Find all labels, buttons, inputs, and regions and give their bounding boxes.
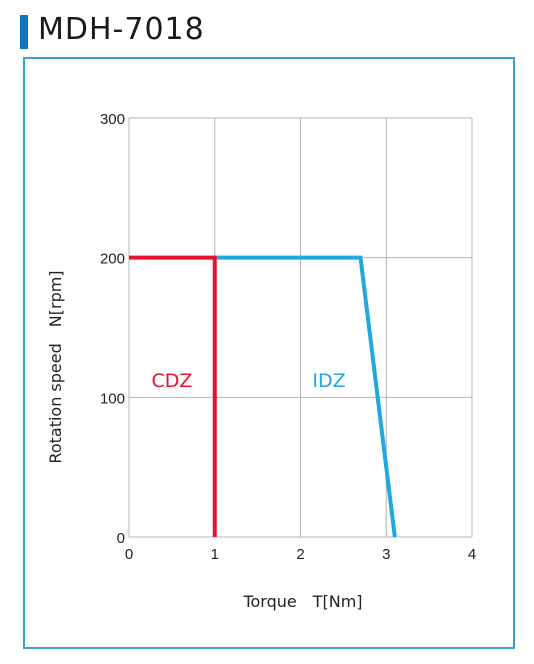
series-label-idz: IDZ [312,370,345,392]
y-axis-label: Rotation speed N[rpm] [46,270,65,463]
series-line-idz [214,255,397,538]
x-tick-label: 1 [211,546,219,563]
page-title: MDH-7018 [38,12,205,47]
chart-grid [128,117,473,538]
x-tick-label: 0 [125,546,133,563]
x-tick-label: 4 [468,546,476,563]
x-axis-label: Torque T[Nm] [242,592,362,611]
series-label-cdz: CDZ [152,370,193,392]
y-tick-label: 300 [100,111,125,128]
y-tick-label: 100 [100,390,125,407]
title-accent-bar [20,15,28,49]
series-line-cdz [129,255,217,537]
x-tick-label: 3 [382,546,390,563]
chart-series [129,255,397,538]
y-tick-label: 0 [117,530,125,547]
y-tick-label: 200 [100,251,125,268]
chart-frame [23,57,515,649]
chart-ticks: 0 1 2 3 4 0 100 200 300 [100,111,476,563]
x-tick-label: 2 [296,546,304,563]
